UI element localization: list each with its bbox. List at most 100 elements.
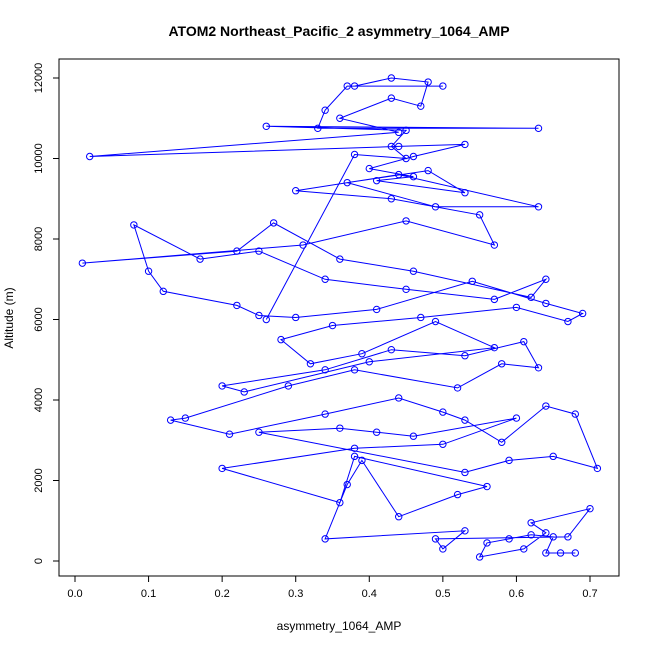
data-point (130, 221, 138, 229)
data-point (240, 388, 248, 396)
data-point (439, 82, 447, 90)
x-tick-label: 0.6 (509, 588, 524, 600)
data-point (358, 456, 366, 465)
data-point (483, 539, 491, 547)
data-point (336, 498, 344, 507)
data-point (542, 549, 550, 557)
data-point (431, 203, 440, 211)
data-point (402, 285, 410, 294)
data-point (402, 126, 410, 135)
data-point (144, 267, 153, 275)
data-point (409, 432, 418, 440)
data-point (336, 114, 344, 122)
x-axis: 0.0 0.1 0.2 0.3 0.4 0.5 0.6 0.7 (67, 575, 598, 600)
data-point (336, 255, 344, 263)
data-point (527, 519, 535, 527)
data-point (461, 468, 469, 477)
data-point (343, 178, 351, 187)
data-point (225, 430, 234, 438)
data-point (255, 311, 263, 320)
data-point (372, 428, 381, 436)
data-point (314, 124, 322, 133)
data-point (409, 267, 418, 275)
y-tick-label: 6000 (33, 307, 45, 331)
data-point (269, 219, 278, 227)
data-point (395, 513, 403, 521)
data-point (586, 504, 594, 513)
data-point (292, 187, 300, 195)
data-point (490, 343, 499, 352)
data-point (387, 345, 396, 354)
series-line (82, 77, 599, 558)
data-point (593, 464, 602, 473)
y-tick-label: 4000 (33, 388, 45, 412)
data-point (439, 440, 447, 448)
data-point (328, 321, 337, 330)
y-axis-label: Altitude (m) (2, 287, 16, 348)
y-tick-label: 10000 (33, 143, 45, 174)
data-point (498, 360, 506, 368)
data-point (564, 533, 572, 541)
data-point (461, 527, 469, 535)
data-point (483, 482, 491, 491)
data-point (233, 247, 241, 255)
data-point (78, 259, 87, 267)
data-point (498, 438, 506, 446)
data-point (461, 140, 469, 149)
data-point (395, 170, 403, 179)
data-point (262, 315, 270, 324)
data-point (402, 154, 410, 163)
data-point (475, 211, 484, 219)
x-tick-label: 0.1 (141, 588, 156, 600)
data-point (387, 94, 396, 102)
data-point (417, 313, 425, 322)
data-point (395, 142, 403, 151)
data-point (512, 414, 521, 422)
data-point (534, 364, 543, 372)
data-point (166, 416, 175, 424)
data-point (372, 305, 381, 314)
data-point (86, 152, 94, 161)
data-point (490, 295, 499, 304)
data-point (196, 255, 204, 263)
data-point (358, 350, 366, 358)
data-point (549, 452, 557, 461)
data-point (299, 241, 307, 249)
data-point (372, 176, 381, 185)
data-point (549, 533, 557, 541)
x-axis-label: asymmetry_1064_AMP (277, 619, 402, 633)
x-tick-label: 0.3 (288, 588, 303, 600)
y-axis: 0 2000 4000 6000 8000 10000 12000 (33, 63, 60, 564)
data-point (578, 309, 587, 318)
y-tick-label: 0 (33, 558, 45, 564)
y-tick-label: 8000 (33, 227, 45, 251)
data-point (520, 545, 528, 553)
data-point (424, 166, 432, 175)
data-point (255, 247, 263, 255)
data-point (218, 464, 226, 473)
data-point (527, 293, 535, 302)
data-point (321, 366, 329, 374)
data-point (505, 535, 513, 543)
data-point (306, 360, 315, 368)
data-point (343, 480, 351, 489)
series-layer (78, 74, 602, 561)
y-tick-label: 12000 (33, 63, 45, 94)
data-point (350, 82, 359, 90)
data-point (431, 535, 440, 543)
data-point (527, 531, 535, 539)
data-point (468, 277, 476, 285)
data-point (571, 410, 579, 418)
data-point (365, 358, 373, 366)
data-point (542, 402, 550, 410)
data-point (262, 122, 270, 131)
data-point (542, 299, 550, 308)
x-tick-label: 0.2 (214, 588, 229, 600)
data-point (512, 303, 521, 312)
data-point (542, 529, 550, 537)
data-point (542, 275, 550, 283)
data-point (159, 287, 167, 296)
x-tick-label: 0.0 (67, 588, 82, 600)
data-point (350, 452, 359, 461)
